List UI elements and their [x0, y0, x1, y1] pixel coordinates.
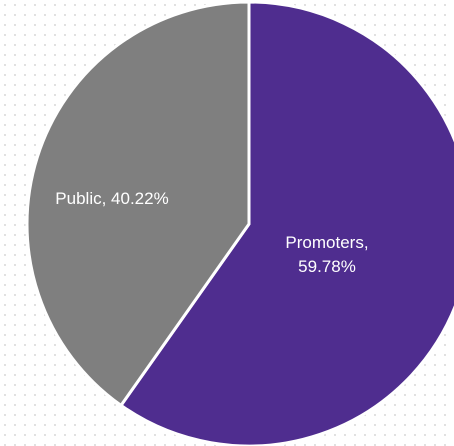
- labels-layer: Promoters, 59.78% Public, 40.22%: [55, 189, 368, 276]
- slice-label-line: Public, 40.22%: [55, 189, 168, 208]
- slice-label-promoters: Promoters, 59.78%: [285, 233, 368, 276]
- slice-label-line: Promoters,: [285, 233, 368, 252]
- slice-label-public: Public, 40.22%: [55, 189, 168, 208]
- pie-slice-public: [25, 0, 251, 407]
- slice-label-line: 59.78%: [298, 257, 356, 276]
- slices-layer: [25, 0, 454, 446]
